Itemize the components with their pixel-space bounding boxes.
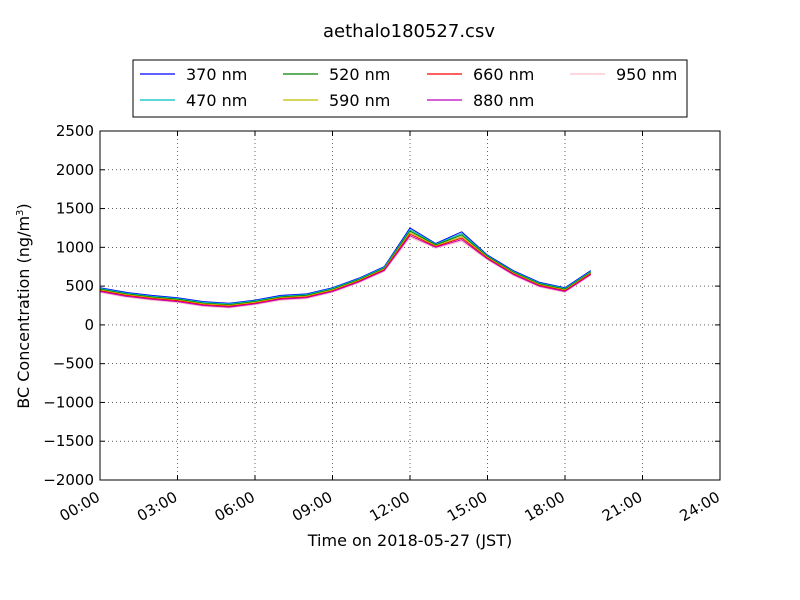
legend-label: 590 nm (329, 91, 390, 110)
y-tick-label: −1500 (43, 432, 94, 450)
legend-label: 470 nm (186, 91, 247, 110)
series-line-950-nm (99, 236, 592, 309)
x-tick-label: 15:00 (444, 488, 490, 525)
series-line-590-nm (99, 232, 592, 306)
series-lines (99, 227, 592, 309)
legend-label: 520 nm (329, 65, 390, 84)
x-tick-labels: 00:00 03:00 06:00 09:00 12:00 15:00 18:00 21:00… (57, 488, 723, 525)
y-tick-label: 500 (65, 277, 94, 295)
series-line-880-nm (99, 235, 592, 308)
series-line-520-nm (99, 230, 592, 306)
x-tick-label: 00:00 (57, 488, 103, 525)
y-tick-label: 0 (84, 316, 94, 334)
legend-items: 370 nm 470 nm 520 nm 590 nm 660 nm 880 nm 950 … (140, 65, 677, 110)
x-tick-label: 21:00 (599, 488, 645, 525)
legend-label: 660 nm (473, 65, 534, 84)
x-tick-label: 06:00 (212, 488, 258, 525)
legend-box (132, 59, 688, 118)
y-tick-label: 1000 (56, 238, 94, 256)
y-axis-label-main: BC Concentration (ng/m (14, 216, 33, 409)
y-axis-label-suffix: ) (14, 203, 33, 209)
legend-label: 880 nm (473, 91, 534, 110)
y-tick-label: −2000 (43, 471, 94, 489)
y-tick-label: 2500 (56, 122, 94, 140)
y-tick-labels: 2500 2000 1500 1000 500 0 −500 −1000 −1500 −2000 (43, 122, 94, 489)
legend-label: 950 nm (616, 65, 677, 84)
y-tick-label: 2000 (56, 161, 94, 179)
x-tick-label: 12:00 (367, 488, 413, 525)
y-tick-label: 1500 (56, 200, 94, 218)
series-line-470-nm (99, 229, 592, 305)
legend: 370 nm 470 nm 520 nm 590 nm 660 nm 880 nm 950 … (132, 59, 688, 118)
x-tick-label: 18:00 (522, 488, 568, 525)
x-axis-label: Time on 2018-05-27 (JST) (307, 531, 512, 550)
x-tick-label: 24:00 (677, 488, 723, 525)
x-tick-label: 03:00 (134, 488, 180, 525)
axis-ticks (99, 130, 721, 481)
chart-title: aethalo180527.csv (323, 21, 495, 42)
y-axis-label-superscript: 3 (15, 210, 26, 216)
series-line-660-nm (99, 233, 592, 307)
legend-label: 370 nm (186, 65, 247, 84)
series-line-370-nm (99, 227, 592, 304)
grid (100, 131, 720, 480)
y-tick-label: −500 (53, 355, 94, 373)
y-tick-label: −1000 (43, 393, 94, 411)
x-tick-label: 09:00 (289, 488, 335, 525)
y-axis-label: BC Concentration (ng/m3) (14, 203, 33, 408)
